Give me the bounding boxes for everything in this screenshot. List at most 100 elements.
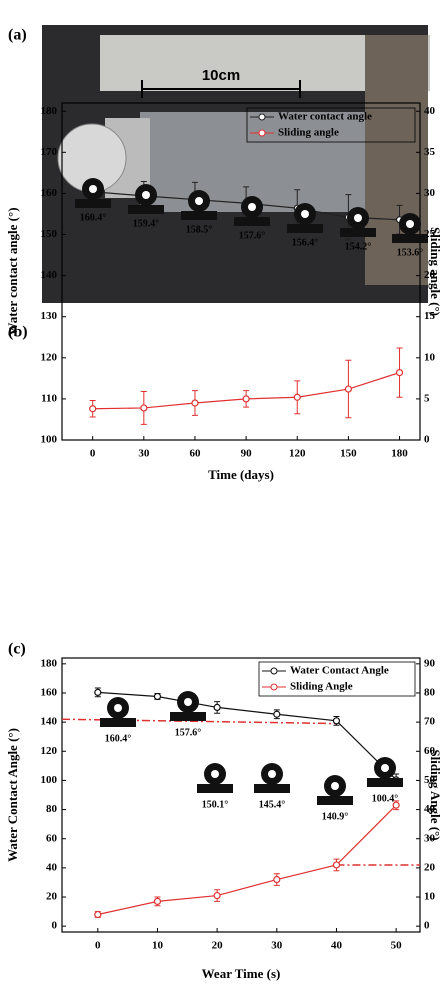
contact-angle-label: 156.4° <box>292 237 319 248</box>
x-tick-label: 30 <box>138 448 150 460</box>
panel-label: (c) <box>8 641 26 658</box>
series-line <box>97 691 397 781</box>
substrate <box>340 228 376 237</box>
substrate <box>75 199 111 208</box>
y-tick-label: 110 <box>41 392 57 404</box>
reference-line <box>61 718 337 725</box>
legend-marker <box>258 113 266 121</box>
photo: 10cm <box>42 25 430 303</box>
contact-angle-label: 153.6° <box>397 247 424 258</box>
legend-marker <box>270 667 278 675</box>
substrate <box>287 224 323 233</box>
data-point <box>273 710 281 718</box>
legend-frame <box>258 661 416 697</box>
droplet-highlight <box>331 782 339 790</box>
y2-axis-label: Sliding Angle (°) <box>428 749 441 840</box>
y-tick-label: 100 <box>41 434 58 446</box>
droplet-highlight <box>195 197 203 205</box>
substrate <box>197 784 233 793</box>
x-axis-label: Wear Time (s) <box>202 966 281 981</box>
droplet-highlight <box>89 185 97 193</box>
droplet-highlight <box>406 220 414 228</box>
y2-tick-label: 25 <box>424 228 436 240</box>
substrate <box>317 796 353 805</box>
x-tick-label: 0 <box>90 448 96 460</box>
y-tick-label: 0 <box>52 920 58 932</box>
x-tick-label: 0 <box>95 940 101 952</box>
x-tick-label: 150 <box>340 448 357 460</box>
scale-label: 10cm <box>202 67 240 84</box>
substrate <box>392 234 428 243</box>
series-line <box>97 804 397 916</box>
contact-angle-label: 145.4° <box>259 799 286 810</box>
droplet-highlight <box>114 704 122 712</box>
y-tick-label: 80 <box>46 803 58 815</box>
contact-angle-label: 157.6° <box>239 230 266 241</box>
x-tick-label: 30 <box>271 940 283 952</box>
y-tick-label: 120 <box>41 351 58 363</box>
data-point <box>213 891 221 900</box>
contact-angle-label: 157.6° <box>175 727 202 738</box>
data-point <box>140 404 148 412</box>
droplet-highlight <box>268 770 276 778</box>
data-point <box>213 703 221 712</box>
x-tick-label: 50 <box>391 940 403 952</box>
x-axis-label: Time (days) <box>208 467 274 482</box>
substrate <box>234 217 270 226</box>
x-tick-label: 60 <box>189 448 201 460</box>
substrate <box>100 718 136 727</box>
substrate <box>128 205 164 214</box>
y2-tick-label: 30 <box>424 187 436 199</box>
y-tick-label: 20 <box>46 891 58 903</box>
y2-tick-label: 50 <box>424 774 436 786</box>
y-tick-label: 160 <box>41 187 58 199</box>
droplet-highlight <box>142 191 150 199</box>
y2-tick-label: 70 <box>424 716 436 728</box>
data-point <box>332 717 341 725</box>
y2-tick-label: 0 <box>424 920 430 932</box>
y-axis-label: Water contact angle (°) <box>5 207 20 335</box>
data-point <box>242 395 250 403</box>
x-tick-label: 40 <box>331 940 343 952</box>
data-point <box>273 875 281 884</box>
legend-marker <box>258 129 266 137</box>
y2-tick-label: 35 <box>424 146 436 158</box>
y2-tick-label: 40 <box>424 105 436 117</box>
y2-axis-label: Sliding angle (°) <box>428 227 441 316</box>
y-tick-label: 60 <box>46 832 58 844</box>
y-tick-label: 40 <box>46 861 58 873</box>
y-tick-label: 180 <box>41 657 58 669</box>
droplet-highlight <box>381 764 389 772</box>
y2-tick-label: 80 <box>424 687 436 699</box>
contact-angle-label: 150.1° <box>202 799 229 810</box>
y-tick-label: 120 <box>41 745 58 757</box>
y2-tick-label: 15 <box>424 310 436 322</box>
y-tick-label: 140 <box>41 269 58 281</box>
contact-angle-label: 160.4° <box>105 733 132 744</box>
x-tick-label: 120 <box>289 448 306 460</box>
y2-tick-label: 10 <box>424 891 436 903</box>
data-point <box>94 910 102 919</box>
legend-label: Sliding Angle <box>290 681 353 693</box>
y-tick-label: 160 <box>41 687 58 699</box>
y-tick-label: 150 <box>41 228 58 240</box>
droplet-highlight <box>184 698 192 706</box>
y-tick-label: 180 <box>41 105 58 117</box>
legend-frame <box>246 107 416 143</box>
data-point <box>94 688 102 696</box>
y-tick-label: 130 <box>41 310 58 322</box>
y2-tick-label: 90 <box>424 657 436 669</box>
data-point <box>153 897 162 905</box>
y2-tick-label: 5 <box>424 392 430 404</box>
y-tick-label: 100 <box>41 774 58 786</box>
contact-angle-label: 100.4° <box>372 793 399 804</box>
panel-label: (a) <box>8 27 27 44</box>
droplet-highlight <box>248 203 256 211</box>
y2-tick-label: 20 <box>424 861 436 873</box>
x-tick-label: 90 <box>241 448 253 460</box>
substrate <box>181 211 217 220</box>
specimen <box>140 112 365 212</box>
data-point <box>153 692 162 701</box>
plot-frame <box>61 657 421 933</box>
